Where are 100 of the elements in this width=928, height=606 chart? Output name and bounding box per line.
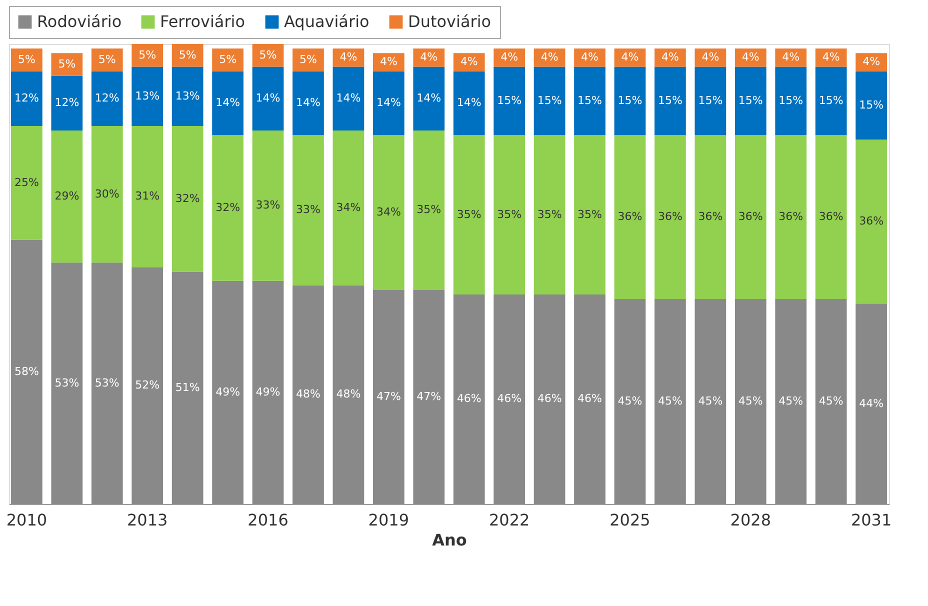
data-label: 45%: [738, 394, 763, 408]
data-label: 15%: [537, 94, 562, 107]
data-label: 32%: [216, 200, 240, 214]
data-label: 4%: [862, 55, 880, 68]
bar: [212, 135, 244, 281]
bar: [413, 290, 445, 504]
bar: [413, 130, 445, 290]
bar: [372, 135, 404, 290]
data-label: 34%: [336, 200, 361, 214]
x-tick-label: 2013: [126, 510, 168, 530]
bar: [574, 66, 606, 136]
bar: [372, 71, 404, 136]
data-label: 30%: [94, 187, 120, 200]
data-label: 15%: [658, 94, 682, 107]
data-label: 4%: [661, 50, 679, 64]
bar: [815, 48, 847, 67]
data-label: 15%: [698, 94, 723, 107]
bar: [654, 135, 686, 300]
data-label: 32%: [175, 192, 200, 205]
data-label: 13%: [175, 89, 200, 102]
bar: [534, 66, 566, 136]
bar: [856, 53, 887, 72]
bar: [332, 66, 364, 131]
bar: [775, 66, 807, 136]
bar: [815, 299, 847, 504]
bar: [494, 66, 526, 136]
data-label: 4%: [782, 50, 800, 64]
data-label: 4%: [621, 50, 639, 64]
bar: [51, 53, 83, 76]
bar: [453, 294, 485, 504]
data-label: 36%: [618, 210, 642, 224]
bar: [292, 285, 324, 504]
x-tick-label: 2031: [850, 510, 892, 530]
data-label: 14%: [456, 96, 482, 110]
bar: [574, 135, 606, 294]
data-label: 15%: [738, 94, 763, 107]
legend-label: Ferroviário: [160, 12, 246, 31]
data-label: 14%: [296, 96, 320, 110]
data-label: 12%: [14, 92, 39, 105]
data-label: 45%: [818, 394, 844, 408]
bar: [132, 66, 164, 126]
data-label: 35%: [456, 208, 482, 221]
bar: [172, 272, 204, 504]
data-label: 5%: [259, 48, 277, 62]
bar: [292, 48, 324, 72]
data-label: 52%: [135, 378, 160, 392]
bar: [11, 71, 42, 126]
data-label: 15%: [778, 94, 804, 107]
data-label: 15%: [578, 94, 602, 107]
bar: [413, 48, 445, 67]
bar: [132, 267, 164, 504]
data-label: 4%: [460, 55, 478, 68]
data-label: 14%: [376, 96, 401, 110]
bar: [856, 140, 887, 304]
data-label: 15%: [497, 94, 522, 107]
bar: [252, 66, 284, 131]
bar: [734, 48, 766, 67]
data-label: 34%: [376, 206, 401, 219]
data-label: 5%: [58, 57, 76, 70]
bar: [51, 76, 83, 131]
bar: [292, 71, 324, 136]
bar: [372, 290, 404, 504]
data-label: 46%: [456, 392, 482, 406]
bar: [292, 135, 324, 286]
bar: [815, 66, 847, 136]
bar: [11, 240, 42, 504]
bar: [734, 299, 766, 504]
data-label: 12%: [54, 96, 80, 110]
legend-label: Rodoviário: [37, 12, 122, 31]
bar: [252, 130, 284, 281]
bar: [91, 126, 123, 263]
data-label: 45%: [618, 394, 642, 408]
bar: [734, 66, 766, 136]
data-label: 36%: [778, 210, 804, 224]
data-label: 44%: [859, 396, 884, 410]
x-tick-label: 2019: [368, 510, 410, 530]
legend-label: Aquaviário: [284, 12, 370, 31]
data-label: 35%: [578, 208, 602, 221]
data-label: 12%: [94, 92, 120, 105]
bar: [775, 299, 807, 504]
data-label: 45%: [778, 394, 804, 408]
x-axis-title: Ano: [432, 530, 467, 550]
data-label: 53%: [54, 376, 80, 390]
data-label: 46%: [578, 392, 602, 406]
bar: [654, 299, 686, 504]
data-label: 48%: [296, 388, 320, 401]
data-label: 4%: [500, 50, 518, 64]
bar: [413, 66, 445, 131]
data-label: 46%: [537, 392, 562, 406]
data-label: 4%: [540, 50, 558, 64]
data-label: 4%: [822, 50, 840, 64]
bar: [694, 299, 726, 504]
data-label: 49%: [216, 385, 240, 398]
bar: [332, 285, 364, 504]
data-label: 4%: [420, 50, 438, 64]
data-label: 15%: [818, 94, 844, 107]
bar: [453, 71, 485, 136]
data-label: 47%: [416, 390, 442, 403]
bar: [51, 130, 83, 263]
bar: [212, 48, 244, 72]
